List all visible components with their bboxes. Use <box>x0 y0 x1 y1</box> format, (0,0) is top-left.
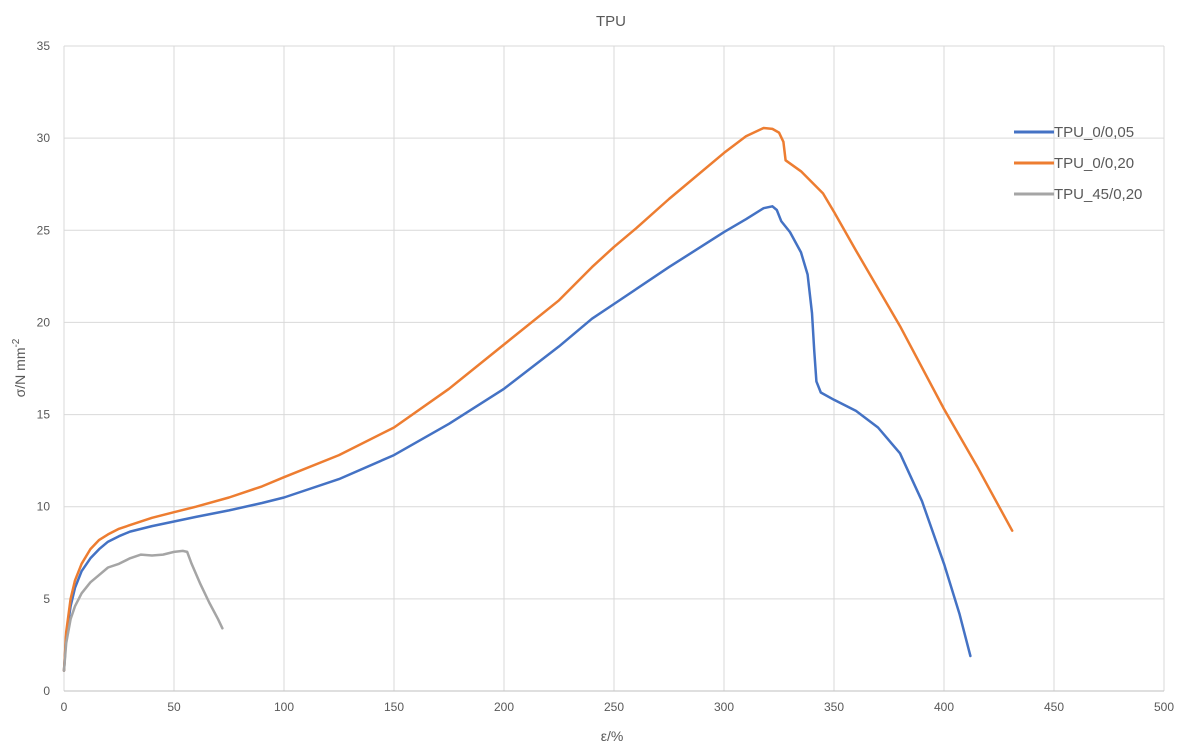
y-axis-label-main: σ/N mm <box>12 348 28 398</box>
legend: TPU_0/0,05 TPU_0/0,20 TPU_45/0,20 <box>1014 124 1142 203</box>
series-line-2 <box>62 549 224 672</box>
y-axis-label-superscript: -2 <box>11 338 22 347</box>
x-tick-label: 250 <box>604 700 624 714</box>
y-tick-label: 35 <box>37 39 51 53</box>
chart-title: TPU <box>596 13 626 30</box>
series-line-0 <box>62 205 972 672</box>
x-axis-label: ε/% <box>601 728 624 744</box>
series-group <box>62 126 1014 672</box>
y-tick-label: 25 <box>37 223 51 237</box>
legend-label: TPU_45/0,20 <box>1054 186 1142 203</box>
x-tick-label: 400 <box>934 700 954 714</box>
y-tick-label: 5 <box>43 592 50 606</box>
axes: 0 50 100 150 200 250 300 350 400 450 500 0 5 10 15 20 25… <box>37 39 1175 714</box>
x-tick-label: 200 <box>494 700 514 714</box>
legend-label: TPU_0/0,05 <box>1054 124 1134 141</box>
x-tick-label: 0 <box>61 700 68 714</box>
x-tick-label: 500 <box>1154 700 1174 714</box>
x-tick-label: 350 <box>824 700 844 714</box>
x-tick-label: 450 <box>1044 700 1064 714</box>
y-tick-label: 30 <box>37 131 51 145</box>
y-tick-label: 10 <box>37 500 51 514</box>
x-tick-label: 300 <box>714 700 734 714</box>
legend-label: TPU_0/0,20 <box>1054 155 1134 172</box>
y-tick-label: 15 <box>37 408 51 422</box>
x-tick-label: 150 <box>384 700 404 714</box>
y-tick-label: 0 <box>43 684 50 698</box>
y-tick-label: 20 <box>37 315 51 329</box>
x-tick-label: 50 <box>167 700 181 714</box>
x-tick-label: 100 <box>274 700 294 714</box>
series-line-1 <box>62 126 1014 672</box>
y-axis-label: σ/N mm-2 <box>11 338 28 397</box>
